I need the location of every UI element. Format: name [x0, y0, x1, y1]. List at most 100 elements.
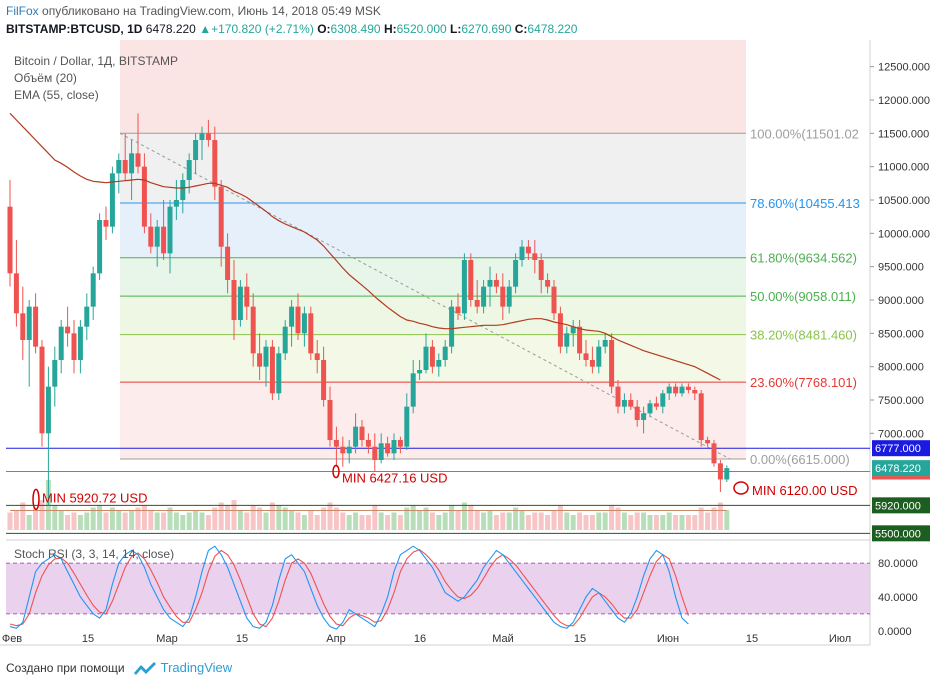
min-marker-1 — [32, 488, 40, 511]
candle-body — [167, 206, 173, 254]
fib-label: 0.00%(6615.000) — [750, 452, 850, 467]
candle-body — [583, 353, 589, 360]
candle-body — [225, 246, 231, 280]
low-label: L: — [450, 22, 462, 36]
publish-text: опубликовано на TradingView.com, Июнь 14… — [42, 4, 381, 18]
price-tick-label: 8000.000 — [878, 362, 924, 374]
candle-body — [65, 326, 71, 334]
author-name[interactable]: FilFox — [6, 4, 39, 18]
candle-body — [7, 206, 13, 274]
candle-body — [385, 443, 391, 454]
volume-bar — [692, 515, 698, 530]
time-tick-label: Апр — [326, 633, 345, 645]
candle-body — [602, 340, 608, 347]
tradingview-link[interactable]: TradingView — [133, 660, 232, 675]
volume-bar — [257, 507, 263, 530]
candle-body — [679, 386, 685, 394]
candle-body — [186, 160, 192, 180]
volume-bar — [109, 507, 115, 530]
candle-body — [609, 340, 615, 387]
symbol-bar: BITSTAMP:BTCUSD, 1D 6478.220 ▲+170.820 (… — [6, 22, 577, 36]
volume-bar — [173, 512, 179, 530]
fib-zone — [120, 133, 746, 203]
volume-bar — [666, 512, 672, 530]
volume-bar — [218, 502, 224, 530]
candle-body — [141, 166, 147, 227]
volume-bar — [589, 515, 595, 530]
legend-ema: EMA (55, close) — [14, 88, 99, 102]
candle-body — [660, 393, 666, 407]
min-label-3: MIN 6120.00 USD — [752, 483, 858, 498]
candle-body — [468, 260, 474, 300]
candle-body — [634, 406, 640, 420]
volume-bar — [634, 512, 640, 530]
volume-bar — [13, 510, 19, 530]
price-axis[interactable]: 12500.000 12000.000 11500.000 11000.000 1050… — [870, 62, 930, 477]
volume-bar — [532, 512, 538, 530]
volume-bar — [596, 512, 602, 530]
candle-body — [257, 353, 263, 367]
volume-bar — [282, 507, 288, 530]
candle-body — [250, 306, 256, 354]
candle-body — [525, 246, 531, 254]
time-tick-label: Июл — [829, 633, 851, 645]
volume-bar — [481, 512, 487, 530]
stoch-title: Stoch RSI (3, 3, 14, 14, close) — [14, 547, 174, 561]
fibonacci-retracement[interactable]: 100.00%(11501.02 78.60%(10455.413 61.80%(9… — [119, 40, 860, 467]
high-value: 6520.000 — [396, 22, 447, 36]
candle-body — [372, 446, 378, 460]
price-chart[interactable]: 100.00%(11501.02 78.60%(10455.413 61.80%(9… — [0, 40, 941, 660]
candle-body — [564, 333, 570, 347]
volume-bar — [513, 507, 519, 530]
volume-bar — [615, 507, 621, 530]
volume-bar — [154, 512, 160, 530]
candle-body — [33, 306, 39, 347]
candle-body — [346, 446, 352, 454]
candle-body — [20, 313, 26, 340]
volume-bar — [647, 515, 653, 530]
volume-bar — [474, 510, 480, 530]
candle-body — [289, 306, 295, 327]
candle-body — [122, 160, 128, 174]
candle-body — [461, 260, 467, 314]
volume-bar — [244, 512, 250, 530]
time-tick-label: 15 — [746, 633, 758, 645]
candle-body — [698, 393, 704, 440]
volume-bar — [314, 515, 320, 530]
candle-body — [340, 446, 346, 454]
volume-bar — [263, 512, 269, 530]
volume-bar — [167, 507, 173, 530]
volume-bar — [429, 512, 435, 530]
volume-bar — [423, 507, 429, 530]
candle-body — [212, 140, 218, 187]
volume-bar — [161, 512, 167, 530]
open-value: 6308.490 — [330, 22, 381, 36]
volume-bar — [679, 515, 685, 530]
candle-body — [173, 200, 179, 207]
fib-label: 100.00%(11501.02 — [750, 126, 859, 141]
time-axis[interactable]: Фев 15 Мар 15 Апр 16 Май 15 Июн 15 Июл — [2, 633, 851, 645]
price-tick-label: 12000.000 — [878, 95, 930, 107]
volume-bar — [77, 515, 83, 530]
volume-bar — [289, 510, 295, 530]
volume-bar — [333, 507, 339, 530]
volume-bar — [500, 512, 506, 530]
fib-label: 78.60%(10455.413 — [750, 196, 860, 211]
volume-bar — [397, 515, 403, 530]
candle-body — [647, 403, 653, 414]
candle-body — [282, 326, 288, 354]
volume-bar — [698, 507, 704, 530]
candle-body — [615, 386, 621, 407]
volume-bar — [353, 512, 359, 530]
volume-bar — [455, 510, 461, 530]
volume-bar — [685, 515, 691, 530]
candle-body — [417, 370, 423, 374]
low-value: 6270.690 — [461, 22, 512, 36]
candle-body — [621, 400, 627, 407]
candle-body — [519, 246, 525, 260]
volume-bar — [212, 507, 218, 530]
candle-body — [724, 468, 730, 480]
volume-bar — [7, 512, 13, 530]
price-tick-label: 11000.000 — [878, 162, 929, 174]
time-tick-label: Июн — [657, 633, 679, 645]
